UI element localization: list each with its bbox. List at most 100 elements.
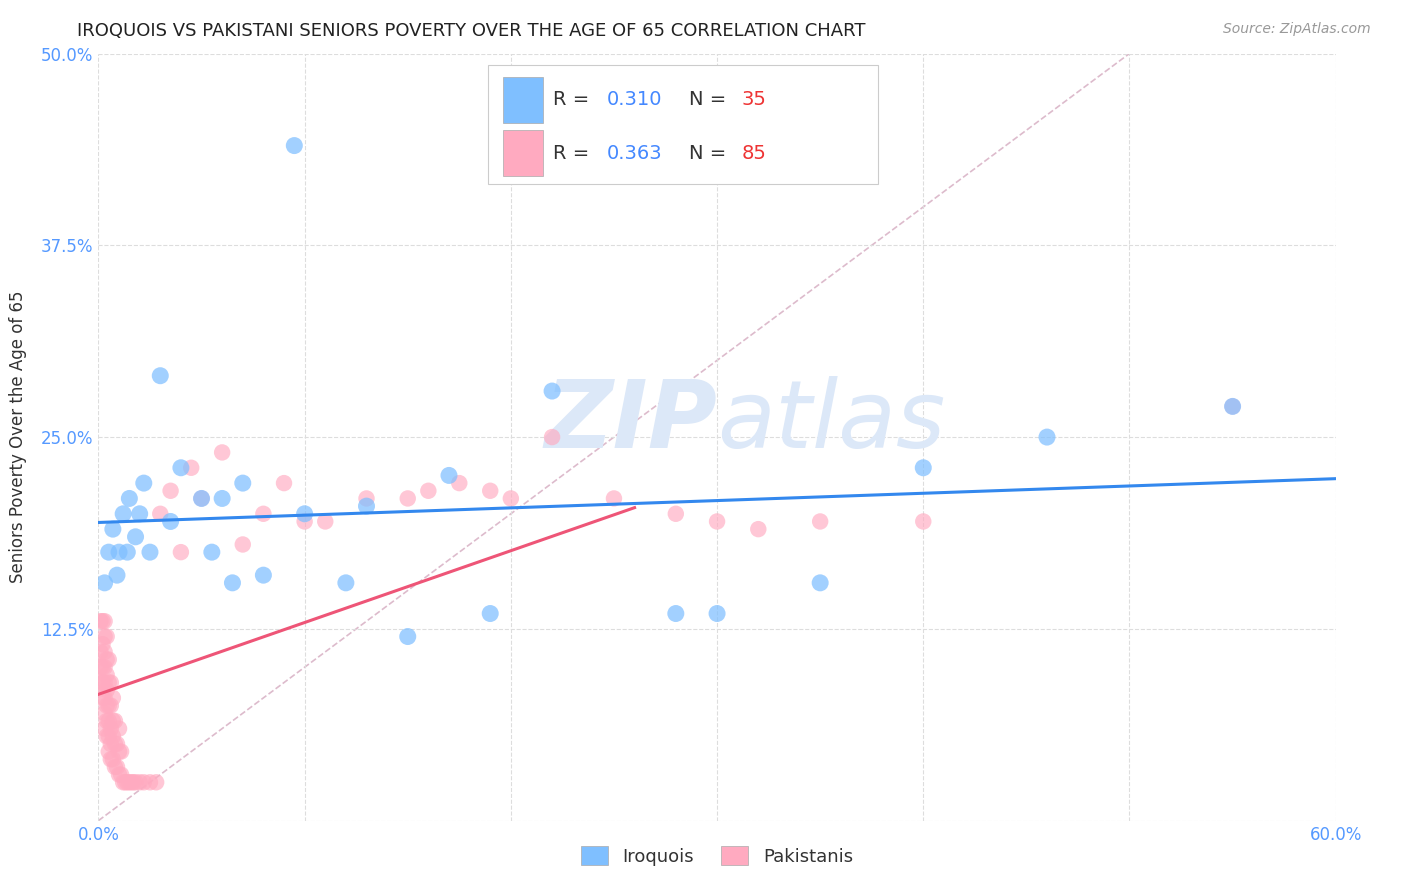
Point [96, 729, 118, 743]
Point [108, 545, 131, 559]
Point [706, 515, 728, 529]
Text: Source: ZipAtlas.com: Source: ZipAtlas.com [1223, 22, 1371, 37]
Point [437, 468, 460, 483]
Point [100, 722, 122, 736]
Point [108, 767, 131, 781]
Point [124, 530, 146, 544]
Point [93, 630, 115, 644]
Text: ZIP: ZIP [544, 376, 717, 467]
Point [396, 630, 419, 644]
Point [252, 507, 274, 521]
Point [122, 775, 145, 789]
Point [747, 522, 769, 536]
Legend: Iroquois, Pakistanis: Iroquois, Pakistanis [574, 839, 860, 873]
Point [396, 491, 419, 506]
Point [1036, 430, 1059, 444]
Point [93, 690, 115, 705]
Point [96, 630, 118, 644]
Point [232, 476, 254, 491]
Point [93, 706, 115, 721]
Point [93, 575, 115, 590]
Point [180, 460, 202, 475]
Point [128, 775, 150, 789]
Point [104, 714, 127, 728]
Point [105, 568, 128, 582]
Point [479, 483, 502, 498]
Point [120, 775, 142, 789]
Point [118, 775, 141, 789]
Point [211, 445, 233, 459]
Point [89, 660, 111, 674]
Point [110, 767, 132, 781]
Point [145, 775, 167, 789]
Point [252, 568, 274, 582]
Point [541, 430, 564, 444]
Point [170, 545, 193, 559]
Point [104, 760, 127, 774]
Point [110, 745, 132, 759]
Point [139, 775, 162, 789]
Point [91, 637, 114, 651]
Point [221, 575, 243, 590]
Point [101, 729, 124, 743]
Point [190, 491, 212, 506]
Point [96, 683, 118, 698]
Point [108, 722, 131, 736]
Point [91, 660, 114, 674]
Point [93, 675, 115, 690]
Point [100, 698, 122, 713]
Point [118, 491, 141, 506]
Point [706, 607, 728, 621]
Point [149, 507, 172, 521]
Point [418, 483, 440, 498]
Text: R =: R = [553, 144, 595, 162]
Y-axis label: Seniors Poverty Over the Age of 65: Seniors Poverty Over the Age of 65 [8, 291, 27, 583]
Point [100, 675, 122, 690]
Point [93, 660, 115, 674]
Point [97, 652, 120, 666]
Point [93, 645, 115, 659]
Text: 0.363: 0.363 [607, 144, 662, 162]
Point [139, 545, 162, 559]
Point [100, 752, 122, 766]
Text: R =: R = [553, 90, 595, 109]
Point [91, 690, 114, 705]
Point [808, 515, 831, 529]
Point [541, 384, 564, 398]
Point [294, 507, 316, 521]
Point [149, 368, 172, 383]
Point [665, 507, 688, 521]
Point [105, 760, 128, 774]
Point [603, 491, 626, 506]
Point [314, 515, 336, 529]
Point [356, 491, 378, 506]
Point [273, 476, 295, 491]
Point [97, 545, 120, 559]
FancyBboxPatch shape [488, 65, 877, 184]
Point [190, 491, 212, 506]
Point [232, 537, 254, 551]
Point [97, 675, 120, 690]
Point [159, 515, 181, 529]
Point [93, 722, 115, 736]
Point [97, 729, 120, 743]
Point [1222, 400, 1244, 414]
Point [356, 499, 378, 513]
Point [96, 652, 118, 666]
Point [912, 460, 935, 475]
Text: 35: 35 [742, 90, 766, 109]
Point [104, 737, 127, 751]
Text: N =: N = [689, 90, 733, 109]
Point [479, 607, 502, 621]
Text: N =: N = [689, 144, 733, 162]
Point [1222, 400, 1244, 414]
Point [112, 775, 135, 789]
Point [108, 745, 131, 759]
Point [211, 491, 233, 506]
Point [96, 698, 118, 713]
Point [101, 714, 124, 728]
Point [105, 737, 128, 751]
Point [117, 775, 139, 789]
Point [89, 675, 111, 690]
Point [449, 476, 471, 491]
